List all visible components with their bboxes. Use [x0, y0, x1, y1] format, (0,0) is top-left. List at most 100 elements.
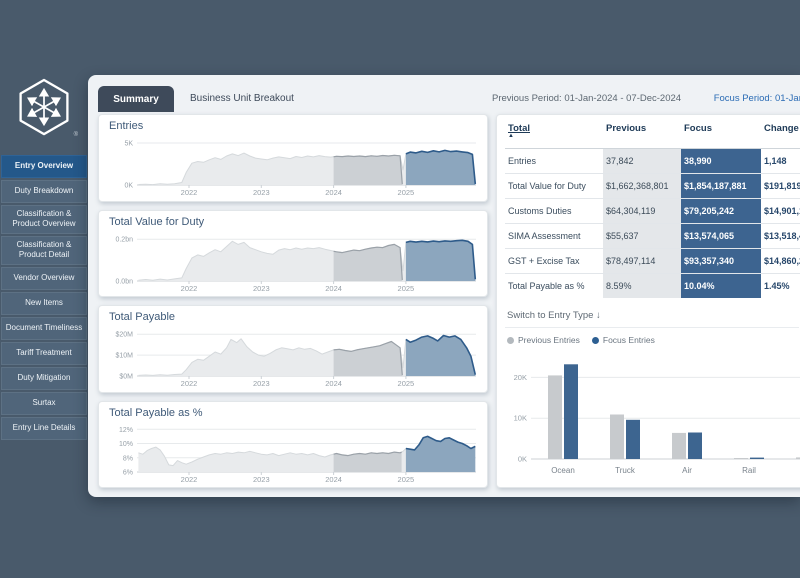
chart-card-total-payable-as: Total Payable as % 6% 8% 10% 12% 2022 2023 2024…: [98, 400, 488, 488]
hexagon-arrows-icon: [19, 78, 69, 136]
sidebar-item-vendor-overview[interactable]: Vendor Overview: [1, 266, 87, 290]
svg-text:6%: 6%: [123, 469, 133, 476]
svg-text:2024: 2024: [325, 188, 342, 197]
entries-area-chart[interactable]: 0K 5K 2022 2023 2024 2025: [107, 133, 479, 197]
row-label: Entries: [505, 148, 603, 174]
column-header-label: Total: [508, 123, 530, 134]
svg-text:Truck: Truck: [615, 466, 636, 475]
svg-text:2022: 2022: [181, 379, 198, 388]
svg-text:2023: 2023: [253, 379, 270, 388]
focus-value: $13,574,065: [681, 223, 761, 249]
summary-row-total-value-for-duty: Total Value for Duty $1,662,368,801 $1,854…: [505, 173, 800, 199]
svg-text:$0M: $0M: [119, 374, 133, 381]
svg-text:0K: 0K: [124, 183, 133, 190]
row-label: Total Value for Duty: [505, 173, 603, 199]
svg-text:$20M: $20M: [115, 332, 133, 339]
sidebar-item-document-timeliness[interactable]: Document Timeliness: [1, 316, 87, 340]
sidebar-item-new-items[interactable]: New Items: [1, 291, 87, 315]
summary-row-customs-duties: Customs Duties $64,304,119 $79,205,242 $14,…: [505, 198, 800, 224]
previous-value: $1,662,368,801: [603, 173, 681, 199]
bar-chart-legend: Previous Entries Focus Entries: [505, 328, 800, 347]
total-payable-as-area-chart[interactable]: 6% 8% 10% 12% 2022 2023 2024 2025: [107, 420, 479, 484]
svg-text:10%: 10%: [119, 441, 133, 448]
tab-business-unit-breakout[interactable]: Business Unit Breakout: [190, 93, 294, 104]
sidebar-item-tariff-treatment[interactable]: Tariff Treatment: [1, 341, 87, 365]
svg-text:8%: 8%: [123, 455, 133, 462]
entries-by-mode-bar-chart[interactable]: 0K 10K 20K Ocean Truck Air Rail: [505, 349, 800, 489]
previous-value: $64,304,119: [603, 198, 681, 224]
svg-text:$10M: $10M: [115, 353, 133, 360]
svg-text:2024: 2024: [325, 475, 342, 484]
legend-dot-icon: [507, 336, 514, 344]
column-header-label: Previous: [606, 123, 647, 134]
svg-text:20K: 20K: [514, 373, 527, 382]
svg-text:2022: 2022: [181, 475, 198, 484]
svg-text:2024: 2024: [325, 284, 342, 293]
column-header-total[interactable]: Total ▲: [505, 119, 603, 149]
svg-text:0.2bn: 0.2bn: [115, 236, 133, 243]
change-value: $14,860,226: [761, 248, 800, 274]
main-panel: Summary Business Unit Breakout Previous …: [88, 75, 800, 497]
legend-item-previous-entries[interactable]: Previous Entries: [507, 335, 580, 345]
svg-text:2025: 2025: [398, 188, 415, 197]
svg-text:Rail: Rail: [742, 466, 756, 475]
chart-title: Entries: [109, 120, 144, 132]
column-header-change[interactable]: Change: [761, 119, 800, 149]
chart-card-entries: Entries 0K 5K 2022 2023 2024 2025: [98, 114, 488, 202]
focus-period-label: Focus Period: 01-Jan-2025 - 04: [713, 93, 800, 104]
previous-value: $78,497,114: [603, 248, 681, 274]
chart-title: Total Payable: [109, 311, 176, 323]
svg-text:2023: 2023: [253, 284, 270, 293]
sidebar-item-duty-mitigation[interactable]: Duty Mitigation: [1, 366, 87, 390]
chart-card-total-value-for-duty: Total Value for Duty 0.0bn 0.2bn 2022 2023 20…: [98, 209, 488, 297]
legend-dot-icon: [591, 336, 599, 344]
sidebar-item-classification-product-detail[interactable]: Classification & Product Detail: [1, 235, 87, 265]
focus-value: $93,357,340: [681, 248, 761, 274]
column-header-previous[interactable]: Previous: [603, 119, 681, 149]
previous-period-label: Previous Period: 01-Jan-2024 - 07-Dec-20…: [492, 93, 682, 104]
sidebar-item-surtax[interactable]: Surtax: [1, 391, 87, 415]
summary-row-gst-excise-tax: GST + Excise Tax $78,497,114 $93,357,340 $1…: [505, 248, 800, 274]
svg-text:2022: 2022: [181, 188, 198, 197]
row-label: Customs Duties: [505, 198, 603, 224]
svg-text:5K: 5K: [124, 141, 133, 148]
row-label: Total Payable as %: [505, 273, 603, 298]
svg-text:2022: 2022: [181, 284, 198, 293]
chart-title: Total Value for Duty: [109, 215, 205, 228]
column-header-focus[interactable]: Focus: [681, 119, 761, 149]
sidebar-item-classification-product-overview[interactable]: Classification & Product Overview: [1, 205, 87, 234]
registered-trademark: ®: [73, 132, 78, 138]
focus-value: 38,990: [681, 148, 761, 174]
previous-value: 37,842: [603, 148, 681, 174]
summary-row-entries: Entries 37,842 38,990 1,148: [505, 148, 800, 174]
focus-value: $79,205,242: [681, 198, 761, 224]
legend-label: Focus Entries: [602, 335, 655, 345]
svg-text:2025: 2025: [398, 379, 415, 388]
svg-text:2025: 2025: [398, 284, 415, 293]
total-payable-area-chart[interactable]: $0M $10M $20M 2022 2023 2024 2025: [107, 324, 479, 388]
legend-item-focus-entries[interactable]: Focus Entries: [591, 335, 655, 345]
change-value: 1.45%: [761, 273, 800, 298]
svg-text:2023: 2023: [253, 188, 270, 197]
sidebar-nav: Entry Overview Duty Breakdown Classificati…: [0, 155, 88, 440]
svg-text:2024: 2024: [325, 379, 342, 388]
svg-text:0K: 0K: [518, 455, 527, 464]
total-value-for-duty-area-chart[interactable]: 0.0bn 0.2bn 2022 2023 2024 2025: [107, 229, 479, 293]
column-header-label: Focus: [684, 123, 712, 134]
focus-value: 10.04%: [681, 273, 761, 298]
summary-row-total-payable-as: Total Payable as % 8.59% 10.04% 1.45%: [505, 273, 800, 298]
chart-card-total-payable: Total Payable $0M $10M $20M 2022 2023 2024 2025: [98, 305, 488, 393]
summary-table: Total ▲ Previous Focus Change Entries 37,842 38…: [505, 119, 800, 298]
change-value: $13,518,428: [761, 223, 800, 249]
sidebar-item-entry-line-details[interactable]: Entry Line Details: [1, 416, 87, 440]
previous-value: 8.59%: [603, 273, 681, 298]
summary-panel: Total ▲ Previous Focus Change Entries 37,842 38…: [496, 114, 800, 488]
switch-entry-type-button[interactable]: Switch to Entry Type ↓: [505, 308, 799, 328]
tab-summary[interactable]: Summary: [98, 86, 174, 112]
svg-text:2023: 2023: [253, 475, 270, 484]
change-value: $191,819,080: [761, 173, 800, 199]
sidebar-item-duty-breakdown[interactable]: Duty Breakdown: [1, 180, 87, 203]
sidebar-item-entry-overview[interactable]: Entry Overview: [1, 155, 87, 178]
svg-text:Air: Air: [682, 466, 692, 475]
